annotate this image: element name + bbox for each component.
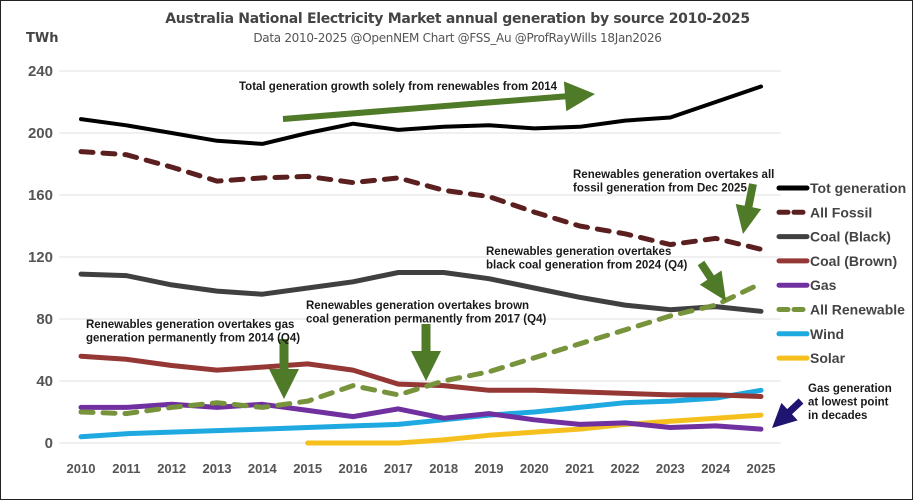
annotation-text: fossil generation from Dec 2025: [573, 183, 747, 195]
y-tick-label: 40: [36, 373, 53, 390]
legend-label: Coal (Black): [810, 229, 891, 245]
annotation-text: black coal generation from 2024 (Q4): [486, 260, 687, 272]
x-tick-label: 2011: [112, 461, 140, 476]
legend-item: Wind: [776, 326, 844, 342]
annotation-text: Renewables generation overtakes: [486, 246, 671, 258]
series-line-all-renewable: [78, 280, 764, 417]
x-tick-label: 2023: [656, 461, 685, 476]
x-tick-label: 2025: [747, 461, 776, 476]
brown-coal-overtake-arrow-icon: [411, 324, 441, 381]
x-tick-label: 2021: [565, 461, 594, 476]
legend-label: Wind: [810, 326, 844, 342]
x-tick-label: 2022: [611, 461, 640, 476]
annotation: Renewables generation overtakes gas gener…: [86, 319, 300, 345]
y-tick-label: 120: [28, 249, 53, 266]
annotation-text: Total generation growth solely from rene…: [239, 81, 558, 93]
chart-title: Australia National Electricity Market an…: [165, 11, 750, 27]
x-tick-label: 2012: [157, 461, 186, 476]
chart-subtitle: Data 2010-2025 @OpenNEM Chart @FSS_Au @P…: [253, 31, 662, 45]
legend: Tot generation All Fossil Coal (Black) Coal…: [776, 180, 906, 366]
annotation-text: Renewables generation overtakes brown: [306, 300, 529, 312]
x-tick-label: 2010: [67, 461, 96, 476]
legend-item: Gas: [776, 277, 837, 293]
x-tick-label: 2019: [475, 461, 504, 476]
black-coal-overtake-arrow-icon: [697, 260, 726, 301]
annotation: Renewables generation overtakes brown coa…: [306, 300, 546, 326]
legend-item: Coal (Brown): [776, 253, 897, 269]
x-tick-labels: 2010 2011 2012 2013 2014 2015 2016 2017 2018 2019…: [67, 461, 776, 476]
annotation: Renewables generation overtakes all fossi…: [573, 169, 774, 195]
series-line-coal-brown: [78, 353, 764, 399]
annotation-texts: Total generation growth solely from rene…: [86, 81, 892, 422]
annotation-text: in decades: [808, 410, 867, 422]
legend-item: Coal (Black): [776, 229, 891, 245]
legend-item: Solar: [776, 350, 846, 366]
legend-label: Coal (Brown): [810, 253, 897, 269]
legend-label: All Renewable: [810, 302, 905, 318]
legend-item: Tot generation: [776, 180, 906, 196]
series-line-gas: [78, 401, 764, 432]
y-tick-label: 160: [28, 187, 53, 204]
series-line-solar: [305, 412, 764, 446]
legend-label: Solar: [810, 350, 846, 366]
x-tick-label: 2013: [203, 461, 232, 476]
legend-label: All Fossil: [810, 204, 872, 220]
x-tick-label: 2020: [520, 461, 549, 476]
x-tick-label: 2024: [701, 461, 731, 476]
growth-arrow-icon: [282, 81, 595, 122]
y-tick-label: 240: [28, 63, 53, 80]
series-lines: [78, 84, 764, 446]
x-tick-label: 2017: [384, 461, 413, 476]
gas-lowest-arrow-icon: [772, 398, 804, 428]
annotation-arrows: [269, 81, 804, 428]
series-line-coal-black: [78, 270, 764, 314]
series-line-all-fossil: [78, 149, 764, 252]
x-tick-label: 2014: [248, 461, 278, 476]
annotation-text: Renewables generation overtakes gas: [86, 319, 294, 331]
annotation-text: Renewables generation overtakes all: [573, 169, 774, 181]
y-tick-label: 0: [45, 435, 53, 452]
annotation: Renewables generation overtakes black coa…: [486, 246, 687, 272]
legend-item: All Fossil: [776, 204, 872, 220]
gas-overtake-arrow-icon: [269, 339, 299, 399]
series-line-wind: [78, 387, 764, 440]
legend-item: All Renewable: [776, 302, 905, 318]
x-tick-label: 2016: [339, 461, 368, 476]
x-tick-label: 2018: [429, 461, 458, 476]
y-tick-label: 200: [28, 125, 53, 142]
annotation-text: at lowest point: [808, 397, 889, 409]
y-tick-labels: 0 40 80 120 160 200 240: [28, 63, 53, 452]
x-tick-label: 2015: [293, 461, 322, 476]
legend-label: Gas: [810, 277, 837, 293]
fossil-overtake-arrow-icon: [735, 183, 762, 234]
y-tick-label: 80: [36, 311, 53, 328]
legend-label: Tot generation: [810, 180, 906, 196]
annotation: Total generation growth solely from rene…: [239, 81, 558, 93]
y-axis-label: TWh: [26, 31, 59, 46]
annotation-text: Gas generation: [808, 383, 892, 395]
series-line-tot-generation: [79, 84, 763, 146]
annotation-text: generation permanently from 2014 (Q4): [86, 333, 300, 345]
annotation-text: coal generation permanently from 2017 (Q…: [306, 314, 546, 326]
